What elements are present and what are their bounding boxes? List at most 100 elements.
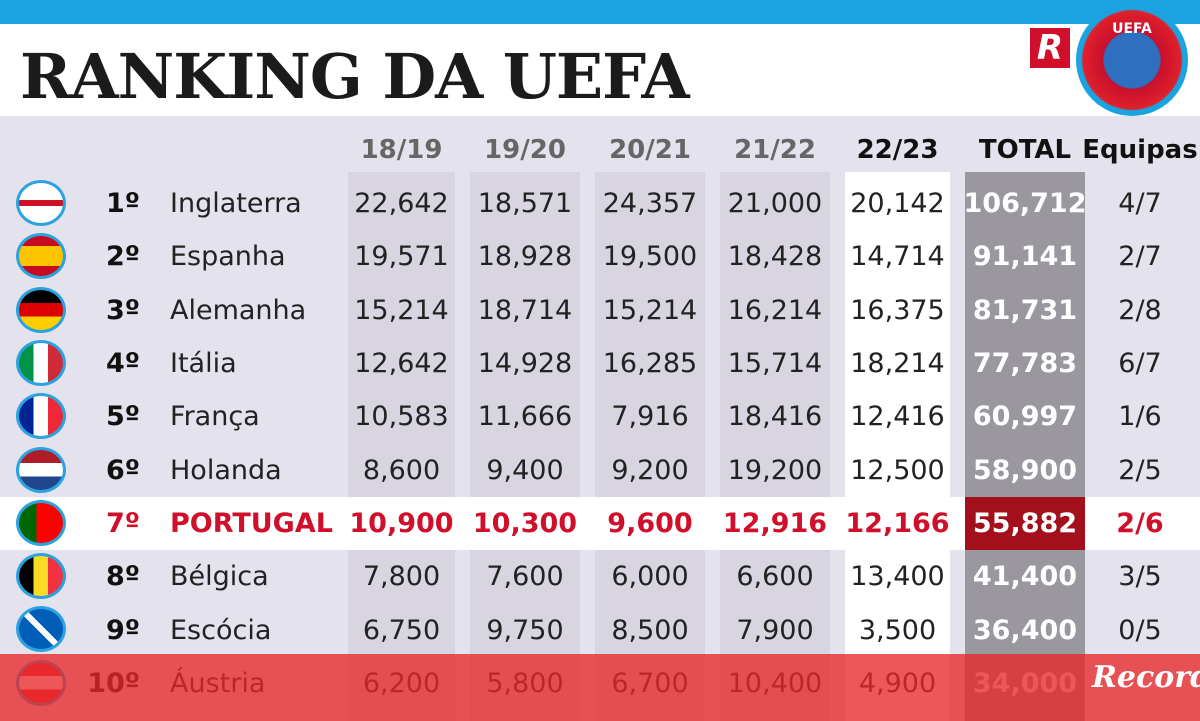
country: Escócia	[170, 614, 272, 646]
rank: 8º	[105, 561, 140, 593]
total: 81,731	[972, 294, 1078, 326]
cell: 1/6	[1118, 401, 1162, 433]
country: Alemanha	[170, 294, 307, 326]
cell: 18,214	[850, 348, 945, 380]
total: 58,900	[972, 454, 1078, 486]
cell: 18,571	[477, 188, 573, 220]
total: 36,400	[972, 614, 1078, 646]
rank: 3º	[105, 294, 140, 326]
cell: 12,500	[850, 454, 945, 486]
column-header: 22/23	[856, 135, 939, 165]
cell: 22,642	[354, 188, 449, 220]
cell: 3,500	[858, 614, 937, 646]
flag	[16, 553, 66, 600]
country: Holanda	[170, 454, 282, 486]
cell: 12,916	[722, 507, 828, 539]
total: 41,400	[972, 561, 1078, 593]
cell: 14,928	[477, 348, 573, 380]
country: França	[170, 401, 260, 433]
rank: 1º	[105, 188, 140, 220]
cell: 19,571	[354, 241, 449, 273]
cell: 7,600	[486, 561, 564, 593]
cell: 12,642	[354, 348, 449, 380]
column-bg	[470, 172, 580, 721]
cell: 0/5	[1118, 614, 1162, 646]
cell: 18,428	[727, 241, 823, 273]
cell: 10,300	[472, 507, 578, 539]
overlay	[0, 654, 1200, 721]
cell: 9,400	[486, 454, 564, 486]
column-header: TOTAL	[978, 135, 1072, 165]
top-bar	[0, 0, 1200, 24]
flag	[16, 446, 66, 493]
column-bg	[720, 172, 830, 721]
cell: 10,583	[354, 401, 449, 433]
cell: 24,357	[602, 188, 698, 220]
column-header: 21/22	[734, 135, 816, 165]
cell: 15,714	[727, 348, 823, 380]
column-header: 19/20	[484, 135, 566, 165]
cell: 9,750	[486, 614, 564, 646]
cell: 15,214	[602, 294, 698, 326]
cell: 6,600	[736, 561, 814, 593]
column-bg	[595, 172, 705, 721]
cell: 20,142	[850, 188, 945, 220]
cell: 19,200	[727, 454, 823, 486]
total: 60,997	[972, 401, 1078, 433]
total: 91,141	[972, 241, 1078, 273]
title: RANKING DA UEFA	[20, 40, 690, 113]
cell: 18,928	[477, 241, 573, 273]
rank: 2º	[105, 241, 140, 273]
cell: 7,916	[611, 401, 689, 433]
cell: 6/7	[1118, 348, 1162, 380]
cell: 2/7	[1118, 241, 1162, 273]
cell: 12,166	[845, 507, 950, 539]
cell: 16,285	[602, 348, 698, 380]
rank: 6º	[105, 454, 140, 486]
column-bg	[845, 172, 950, 721]
cell: 6,000	[611, 561, 689, 593]
cell: 14,714	[850, 241, 945, 273]
total: 106,712	[963, 188, 1087, 220]
logo: R	[1030, 28, 1070, 68]
cell: 16,375	[850, 294, 945, 326]
column-bg	[965, 172, 1085, 721]
cell: 11,666	[477, 401, 573, 433]
cell: 7,900	[736, 614, 814, 646]
cell: 21,000	[727, 188, 823, 220]
rank: 5º	[105, 401, 140, 433]
cell: 4/7	[1118, 188, 1162, 220]
flag	[16, 286, 66, 333]
country: Itália	[170, 348, 237, 380]
cell: 12,416	[850, 401, 945, 433]
cell: 2/6	[1116, 507, 1164, 539]
country: Espanha	[170, 241, 286, 273]
flag	[16, 499, 66, 546]
cell: 15,214	[354, 294, 449, 326]
cell: 3/5	[1118, 561, 1162, 593]
flag	[16, 606, 66, 653]
cell: 18,416	[727, 401, 823, 433]
cell: 6,750	[362, 614, 441, 646]
rank: 9º	[105, 614, 140, 646]
cell: 8,600	[362, 454, 441, 486]
flag	[16, 339, 66, 386]
flag	[16, 233, 66, 280]
column-header: Equipas	[1082, 135, 1198, 165]
cell: 13,400	[850, 561, 945, 593]
title-band	[0, 24, 1200, 116]
cell: 19,500	[602, 241, 698, 273]
cell: 2/5	[1118, 454, 1162, 486]
total: 55,882	[965, 496, 1085, 551]
column-bg	[348, 172, 455, 721]
cell: 2/8	[1118, 294, 1162, 326]
cell: 9,600	[607, 507, 693, 539]
watermark: Record	[1092, 660, 1200, 695]
rank: 7º	[105, 507, 140, 539]
country: Inglaterra	[170, 188, 302, 220]
column-header: 18/19	[360, 135, 443, 165]
country: Bélgica	[170, 561, 269, 593]
cell: 18,714	[477, 294, 573, 326]
uefa-badge: UEFA	[1076, 4, 1188, 116]
